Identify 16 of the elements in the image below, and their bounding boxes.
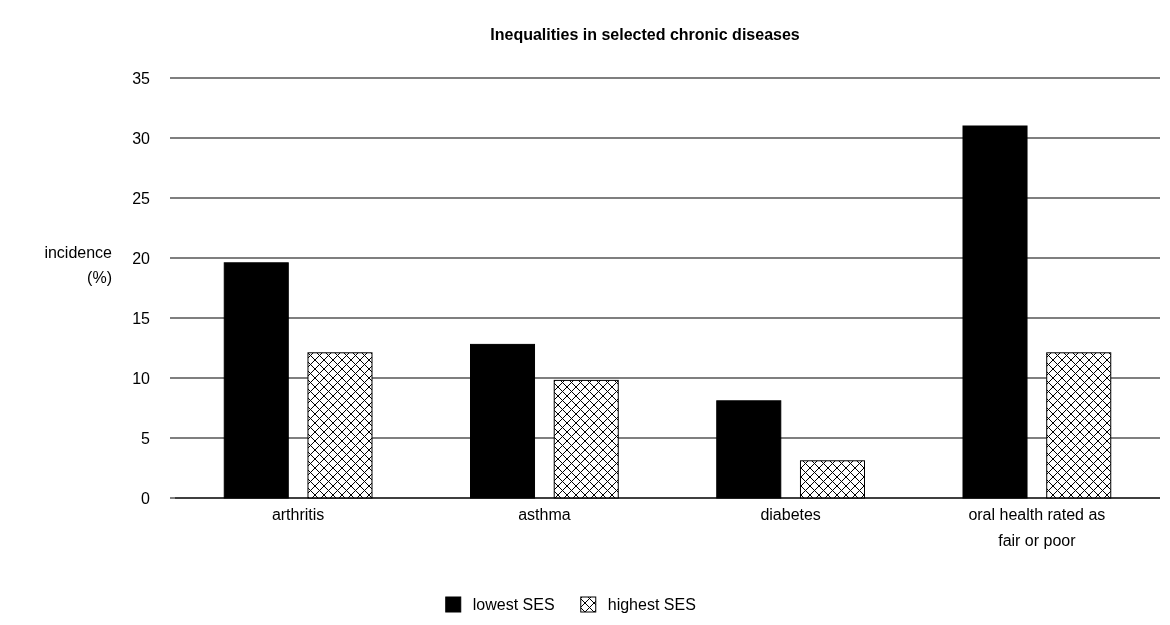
y-tick-label: 25	[132, 189, 151, 207]
legend-label: highest SES	[607, 596, 696, 613]
x-tick-label: diabetes	[760, 506, 821, 523]
y-tick-label: 35	[132, 69, 151, 87]
x-tick-label: asthma	[518, 506, 571, 523]
y-tick-label: 30	[132, 129, 151, 147]
y-tick-label: 10	[132, 369, 151, 387]
x-tick-label: oral health rated as fair or poor	[968, 506, 1106, 549]
y-tick-label: 15	[132, 309, 151, 327]
y-tick-label: 5	[141, 429, 151, 447]
y-tick-label: 0	[141, 489, 151, 507]
x-tick-label: arthritis	[271, 506, 325, 523]
legend-label: lowest SES	[472, 596, 555, 613]
y-axis-title: incidence (%)	[44, 244, 113, 286]
y-tick-label: 20	[132, 249, 151, 267]
chart-title: Inequalities in selected chronic diseases	[490, 26, 800, 43]
